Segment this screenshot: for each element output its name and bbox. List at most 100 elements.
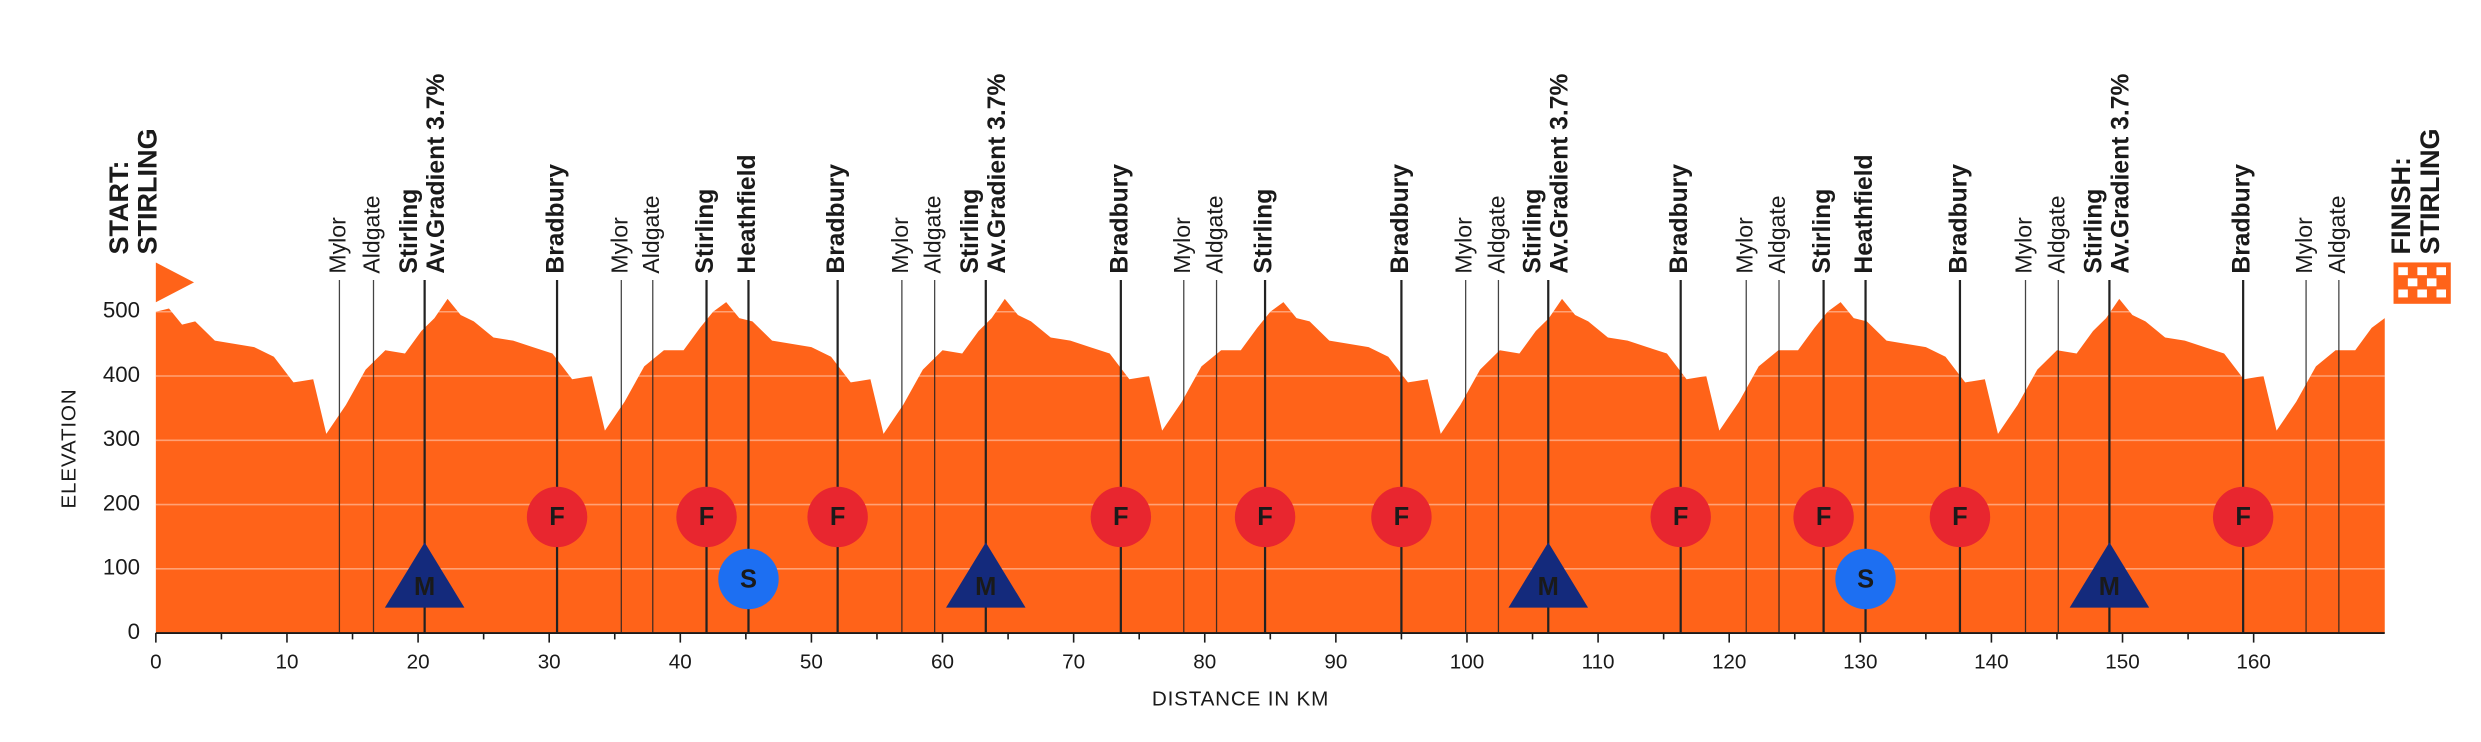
finish-label: FINISH: xyxy=(2386,157,2416,255)
marker-label: Aldgate xyxy=(359,195,385,273)
marker-label: Aldgate xyxy=(2043,195,2069,273)
x-tick-label: 140 xyxy=(1974,651,2008,674)
icon-letter: F xyxy=(1113,503,1129,531)
icon-letter: M xyxy=(414,573,435,601)
x-tick-label: 10 xyxy=(275,651,298,674)
y-tick-label: 300 xyxy=(103,426,140,451)
icon-letter: F xyxy=(1257,503,1273,531)
x-tick-label: 30 xyxy=(538,651,561,674)
icon-letter: S xyxy=(1857,565,1874,593)
marker-label: Heathfield xyxy=(734,154,761,273)
marker-label: Heathfield xyxy=(1851,154,1878,273)
feed-icon xyxy=(1650,486,1711,548)
kom-icon xyxy=(946,542,1026,608)
x-tick-label: 150 xyxy=(2105,651,2139,674)
x-tick-label: 0 xyxy=(150,651,161,674)
kom-icon xyxy=(1508,542,1589,608)
marker-label: Aldgate xyxy=(920,195,946,273)
feed-icon xyxy=(1090,486,1152,548)
feed-icon xyxy=(1793,486,1854,548)
marker-label: Av.Gradient 3.7% xyxy=(423,74,450,274)
x-tick-label: 160 xyxy=(2236,651,2270,674)
marker-label: Stirling xyxy=(692,189,719,274)
icon-letter: S xyxy=(740,565,757,593)
feed-icon xyxy=(1929,486,1991,548)
icon-letter: F xyxy=(1394,503,1410,531)
feed-icon xyxy=(807,486,868,548)
x-tick-label: 80 xyxy=(1193,651,1216,674)
marker-label: Mylor xyxy=(887,217,913,274)
marker-label: Aldgate xyxy=(1202,195,1228,273)
marker-label: Bradbury xyxy=(1106,164,1133,274)
kom-icon xyxy=(2069,542,2150,608)
x-tick-label: 70 xyxy=(1062,651,1085,674)
marker-label: Mylor xyxy=(2011,217,2037,274)
marker-label: Bradbury xyxy=(1666,164,1693,274)
start-label: STIRLING xyxy=(133,128,163,254)
x-tick-label: 120 xyxy=(1712,651,1746,674)
x-tick-label: 60 xyxy=(931,651,954,674)
marker-label: Mylor xyxy=(325,217,351,274)
y-tick-label: 500 xyxy=(103,298,140,323)
marker-label: Mylor xyxy=(2291,217,2317,274)
marker-label: Av.Gradient 3.7% xyxy=(2108,74,2135,274)
icon-letter: M xyxy=(2099,573,2120,601)
marker-label: Aldgate xyxy=(1764,195,1790,273)
marker-label: Stirling xyxy=(396,189,423,274)
feed-icon xyxy=(676,486,737,548)
marker-label: Av.Gradient 3.7% xyxy=(1546,74,1573,274)
x-tick-label: 40 xyxy=(669,651,692,674)
marker-label: Bradbury xyxy=(2229,164,2256,274)
icon-letter: F xyxy=(830,503,846,531)
icon-letter: F xyxy=(2235,503,2251,531)
finish-flag xyxy=(2393,262,2451,304)
feed-icon xyxy=(2212,486,2274,548)
marker-label: Aldgate xyxy=(638,195,664,273)
x-tick-label: 110 xyxy=(1582,651,1615,674)
x-tick-label: 100 xyxy=(1450,651,1484,674)
marker-label: Bradbury xyxy=(823,164,850,274)
icon-letter: M xyxy=(975,573,996,601)
marker-label: Stirling xyxy=(1519,189,1546,274)
elevation-area xyxy=(155,298,2385,634)
kom-icon xyxy=(384,542,465,608)
marker-label: Stirling xyxy=(2081,189,2108,274)
icon-letter: F xyxy=(1816,503,1832,531)
start-label: START: xyxy=(104,160,134,254)
y-tick-label: 400 xyxy=(103,362,140,387)
y-tick-label: 200 xyxy=(103,490,140,515)
marker-label: Stirling xyxy=(1809,189,1836,274)
feed-icon xyxy=(1234,486,1296,548)
feed-icon xyxy=(1371,486,1432,548)
marker-label: Bradbury xyxy=(543,164,570,274)
marker-label: Stirling xyxy=(1251,189,1278,274)
start-flag xyxy=(155,262,195,303)
marker-label: Bradbury xyxy=(1945,164,1972,274)
marker-label: Aldgate xyxy=(1484,195,1510,273)
marker-label: Aldgate xyxy=(2324,195,2350,273)
x-tick-label: 50 xyxy=(800,651,823,674)
icon-letter: F xyxy=(1673,503,1689,531)
marker-label: Mylor xyxy=(1451,217,1477,274)
marker-label: Bradbury xyxy=(1387,164,1414,274)
sprint-icon xyxy=(1835,548,1896,610)
marker-label: Mylor xyxy=(606,217,632,274)
icon-letter: F xyxy=(549,503,565,531)
x-tick-label: 20 xyxy=(407,651,430,674)
x-axis-label: DISTANCE IN KM xyxy=(1152,687,1329,710)
marker-label: Mylor xyxy=(1731,217,1757,274)
feed-icon xyxy=(526,486,588,548)
icon-letter: F xyxy=(1952,503,1968,531)
finish-label: STIRLING xyxy=(2415,128,2445,254)
y-axis-label: ELEVATION xyxy=(57,389,80,509)
icon-letter: M xyxy=(1538,573,1559,601)
x-tick-label: 130 xyxy=(1843,651,1877,674)
x-tick-label: 90 xyxy=(1324,651,1347,674)
y-tick-label: 100 xyxy=(103,555,140,580)
y-tick-label: 0 xyxy=(128,619,140,644)
icon-letter: F xyxy=(699,503,715,531)
sprint-icon xyxy=(718,548,779,610)
marker-label: Av.Gradient 3.7% xyxy=(984,74,1011,274)
